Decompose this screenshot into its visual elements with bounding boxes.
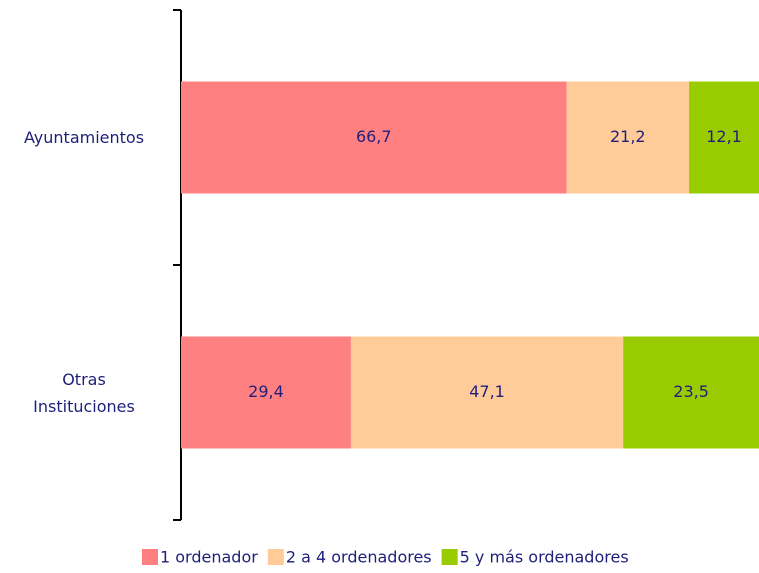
bar-segment bbox=[181, 336, 351, 449]
data-label: 23,5 bbox=[673, 382, 709, 401]
legend-swatch bbox=[267, 549, 284, 565]
data-label: 21,2 bbox=[610, 127, 646, 146]
legend-swatch bbox=[142, 549, 158, 565]
bar-segment bbox=[181, 81, 567, 194]
bar-segment bbox=[566, 81, 690, 194]
bar-segment bbox=[623, 336, 759, 449]
legend: 1 ordenador 2 a 4 ordenadores 5 y más orde… bbox=[142, 548, 629, 567]
data-label: 66,7 bbox=[356, 127, 392, 146]
legend-label: 5 y más ordenadores bbox=[460, 548, 629, 567]
legend-swatch bbox=[441, 549, 458, 565]
bar-segment bbox=[350, 336, 624, 449]
bar-segment bbox=[689, 81, 759, 194]
data-label: 47,1 bbox=[469, 382, 505, 401]
category-label-box: Otras Instituciones bbox=[0, 337, 168, 449]
category-label-box: Ayuntamientos bbox=[0, 82, 168, 194]
category-label: Otras Instituciones bbox=[33, 369, 135, 416]
data-label: 12,1 bbox=[706, 127, 742, 146]
data-label: 29,4 bbox=[248, 382, 284, 401]
legend-label: 2 a 4 ordenadores bbox=[286, 548, 432, 567]
category-label: Ayuntamientos bbox=[23, 128, 145, 147]
legend-label: 1 ordenador bbox=[160, 548, 258, 567]
